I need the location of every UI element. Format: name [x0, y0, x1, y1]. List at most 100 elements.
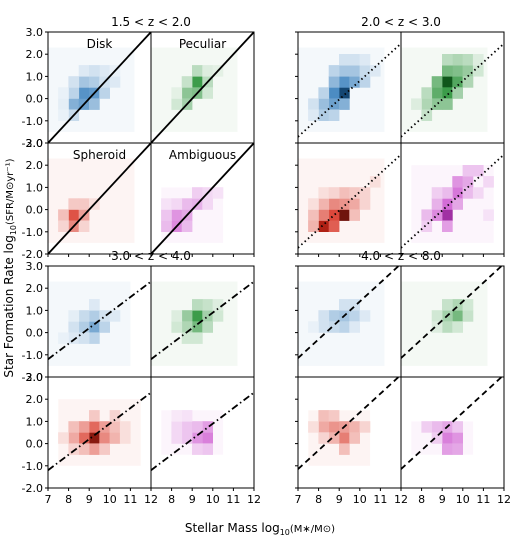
heatmap-cell [181, 410, 193, 422]
group-title: 3.0 < z < 4.0 [111, 249, 191, 263]
heatmap-cell [119, 432, 131, 444]
y-tick-label: 3.0 [26, 371, 44, 384]
x-tick-label: 9 [336, 493, 343, 506]
heatmap-cell [202, 321, 213, 333]
panel-frame [400, 142, 505, 255]
panel-disk [295, 265, 402, 378]
y-tick-label: 0.0 [26, 327, 44, 340]
heatmap-cell [431, 198, 443, 210]
heatmap-cell [339, 432, 350, 444]
heatmap-cell [78, 443, 90, 455]
heatmap-cell [58, 332, 69, 344]
heatmap-cell [328, 76, 340, 88]
main-sequence-line [401, 377, 503, 470]
x-tick-label: 7 [45, 493, 52, 506]
heatmap-cell [349, 198, 360, 210]
heatmap-cell [462, 54, 474, 66]
heatmap-cell [318, 432, 330, 444]
main-sequence-line [401, 266, 503, 359]
x-tick-label: 11 [123, 493, 137, 506]
heatmap-cell [318, 87, 330, 99]
heatmap-cell [328, 109, 340, 121]
heatmap-cell [308, 109, 319, 121]
heatmap-cell [462, 299, 474, 311]
heatmap-cell [339, 76, 350, 88]
y-tick-label: -2.0 [22, 371, 43, 384]
heatmap-cell [339, 299, 350, 311]
heatmap-cell [99, 87, 110, 99]
heatmap-cell [181, 321, 193, 333]
heatmap-cell [192, 76, 203, 88]
heatmap-cell [109, 432, 121, 444]
heatmap-cell [359, 187, 371, 199]
heatmap-cell [431, 209, 443, 221]
heatmap-cell [181, 87, 193, 99]
heatmap-cell [318, 421, 330, 433]
heatmap-cell [181, 310, 193, 322]
heatmap-cell [58, 209, 69, 221]
heatmap-cell [212, 310, 224, 322]
heatmap-cell [442, 87, 453, 99]
heatmap-cell [89, 332, 100, 344]
heatmap-cell [181, 332, 193, 344]
x-tick-label: 12 [144, 493, 158, 506]
x-tick-label: 9 [86, 493, 93, 506]
heatmap-cell [431, 98, 443, 110]
heatmap-cell [442, 98, 453, 110]
heatmap-cell [339, 198, 350, 210]
heatmap-cell [411, 98, 422, 110]
panel-ambiguous: 8 9 10 11 12 [150, 376, 261, 506]
x-tick-label: 12 [247, 493, 261, 506]
heatmap-cell [452, 76, 463, 88]
heatmap-cell [483, 176, 494, 188]
heatmap-cell [483, 209, 494, 221]
heatmap-cell [431, 321, 443, 333]
heatmap-cell [171, 209, 183, 221]
heatmap-cell [339, 443, 350, 455]
heatmap-cell [308, 98, 319, 110]
heatmap-cell [161, 220, 172, 232]
heatmap-cell [359, 310, 371, 322]
heatmap-cell [339, 187, 350, 199]
heatmap-cell [171, 421, 183, 433]
heatmap-cell [202, 87, 213, 99]
heatmap-cell [349, 299, 360, 311]
heatmap-cell [99, 432, 110, 444]
heatmap-cell [452, 443, 463, 455]
panel-ambiguous: Ambiguous [150, 142, 255, 257]
heatmap-cell [171, 98, 183, 110]
heatmap-cell [58, 98, 69, 110]
heatmap-cell [68, 98, 80, 110]
panel-disk [295, 31, 402, 144]
heatmap-cell [349, 187, 360, 199]
heatmap-cell [192, 299, 203, 311]
heatmap-cell [89, 65, 100, 77]
morphology-label: Ambiguous [169, 148, 236, 162]
heatmap-cell [462, 65, 474, 77]
heatmap-cell [421, 98, 433, 110]
heatmap-cell [359, 54, 371, 66]
x-tick-label: 10 [206, 493, 220, 506]
heatmap-cell [161, 198, 172, 210]
heatmap-cell [339, 54, 350, 66]
heatmap-cell [68, 209, 80, 221]
heatmap-cell [442, 187, 453, 199]
panel-disk: 3.0 2.0 1.0 0.0 -1.0 -2.0 [22, 260, 152, 384]
y-tick-label: -1.0 [22, 460, 43, 473]
heatmap-cell [99, 443, 110, 455]
heatmap-cell [339, 209, 350, 221]
heatmap-cell [68, 198, 80, 210]
heatmap-cell [359, 65, 371, 77]
y-tick-label: -2.0 [22, 482, 43, 495]
heatmap-cell [202, 443, 213, 455]
panel-frame [150, 142, 255, 255]
heatmap-cell [181, 421, 193, 433]
heatmap-cell [89, 421, 100, 433]
heatmap-cell [328, 410, 340, 422]
main-sequence-line [298, 153, 401, 249]
main-sequence-line [151, 391, 254, 471]
heatmap-cell [442, 299, 453, 311]
group-title: 1.5 < z < 2.0 [111, 15, 191, 29]
heatmap-cell [58, 220, 69, 232]
heatmap-cell [452, 187, 463, 199]
